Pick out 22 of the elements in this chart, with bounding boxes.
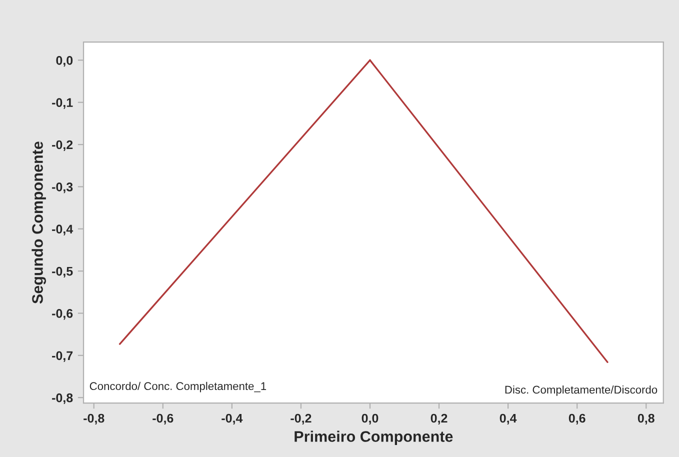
y-tick-label: -0,6 [52,309,73,320]
x-tick-label: -0,8 [84,414,104,424]
x-tick-label: -0,2 [290,414,312,424]
x-tick-label: 0,4 [500,414,517,424]
y-tick-label: -0,7 [52,351,73,362]
annotation: Disc. Completamente/Discordo [505,385,658,396]
y-axis-title: Segundo Componente [32,142,46,304]
y-tick-label: -0,3 [52,182,73,194]
y-tick-label: -0,1 [52,98,73,109]
x-tick-label: -0,6 [152,414,174,424]
y-tick-label: -0,2 [52,140,73,151]
x-tick-label: -0,4 [222,414,243,424]
y-tick-label: -0,5 [52,266,73,278]
y-tick-label: -0,8 [52,393,73,404]
x-tick-label: 0,0 [362,414,378,424]
y-tick-label: -0,4 [52,224,74,236]
x-tick-label: 0,8 [638,414,654,424]
annotation: Concordo/ Conc. Completamente_1 [90,382,266,392]
x-tick-label: 0,2 [430,414,448,424]
x-axis-title: Primeiro Componente [294,430,453,445]
y-tick-label: 0,0 [56,56,73,67]
x-tick-label: 0,6 [568,414,586,424]
